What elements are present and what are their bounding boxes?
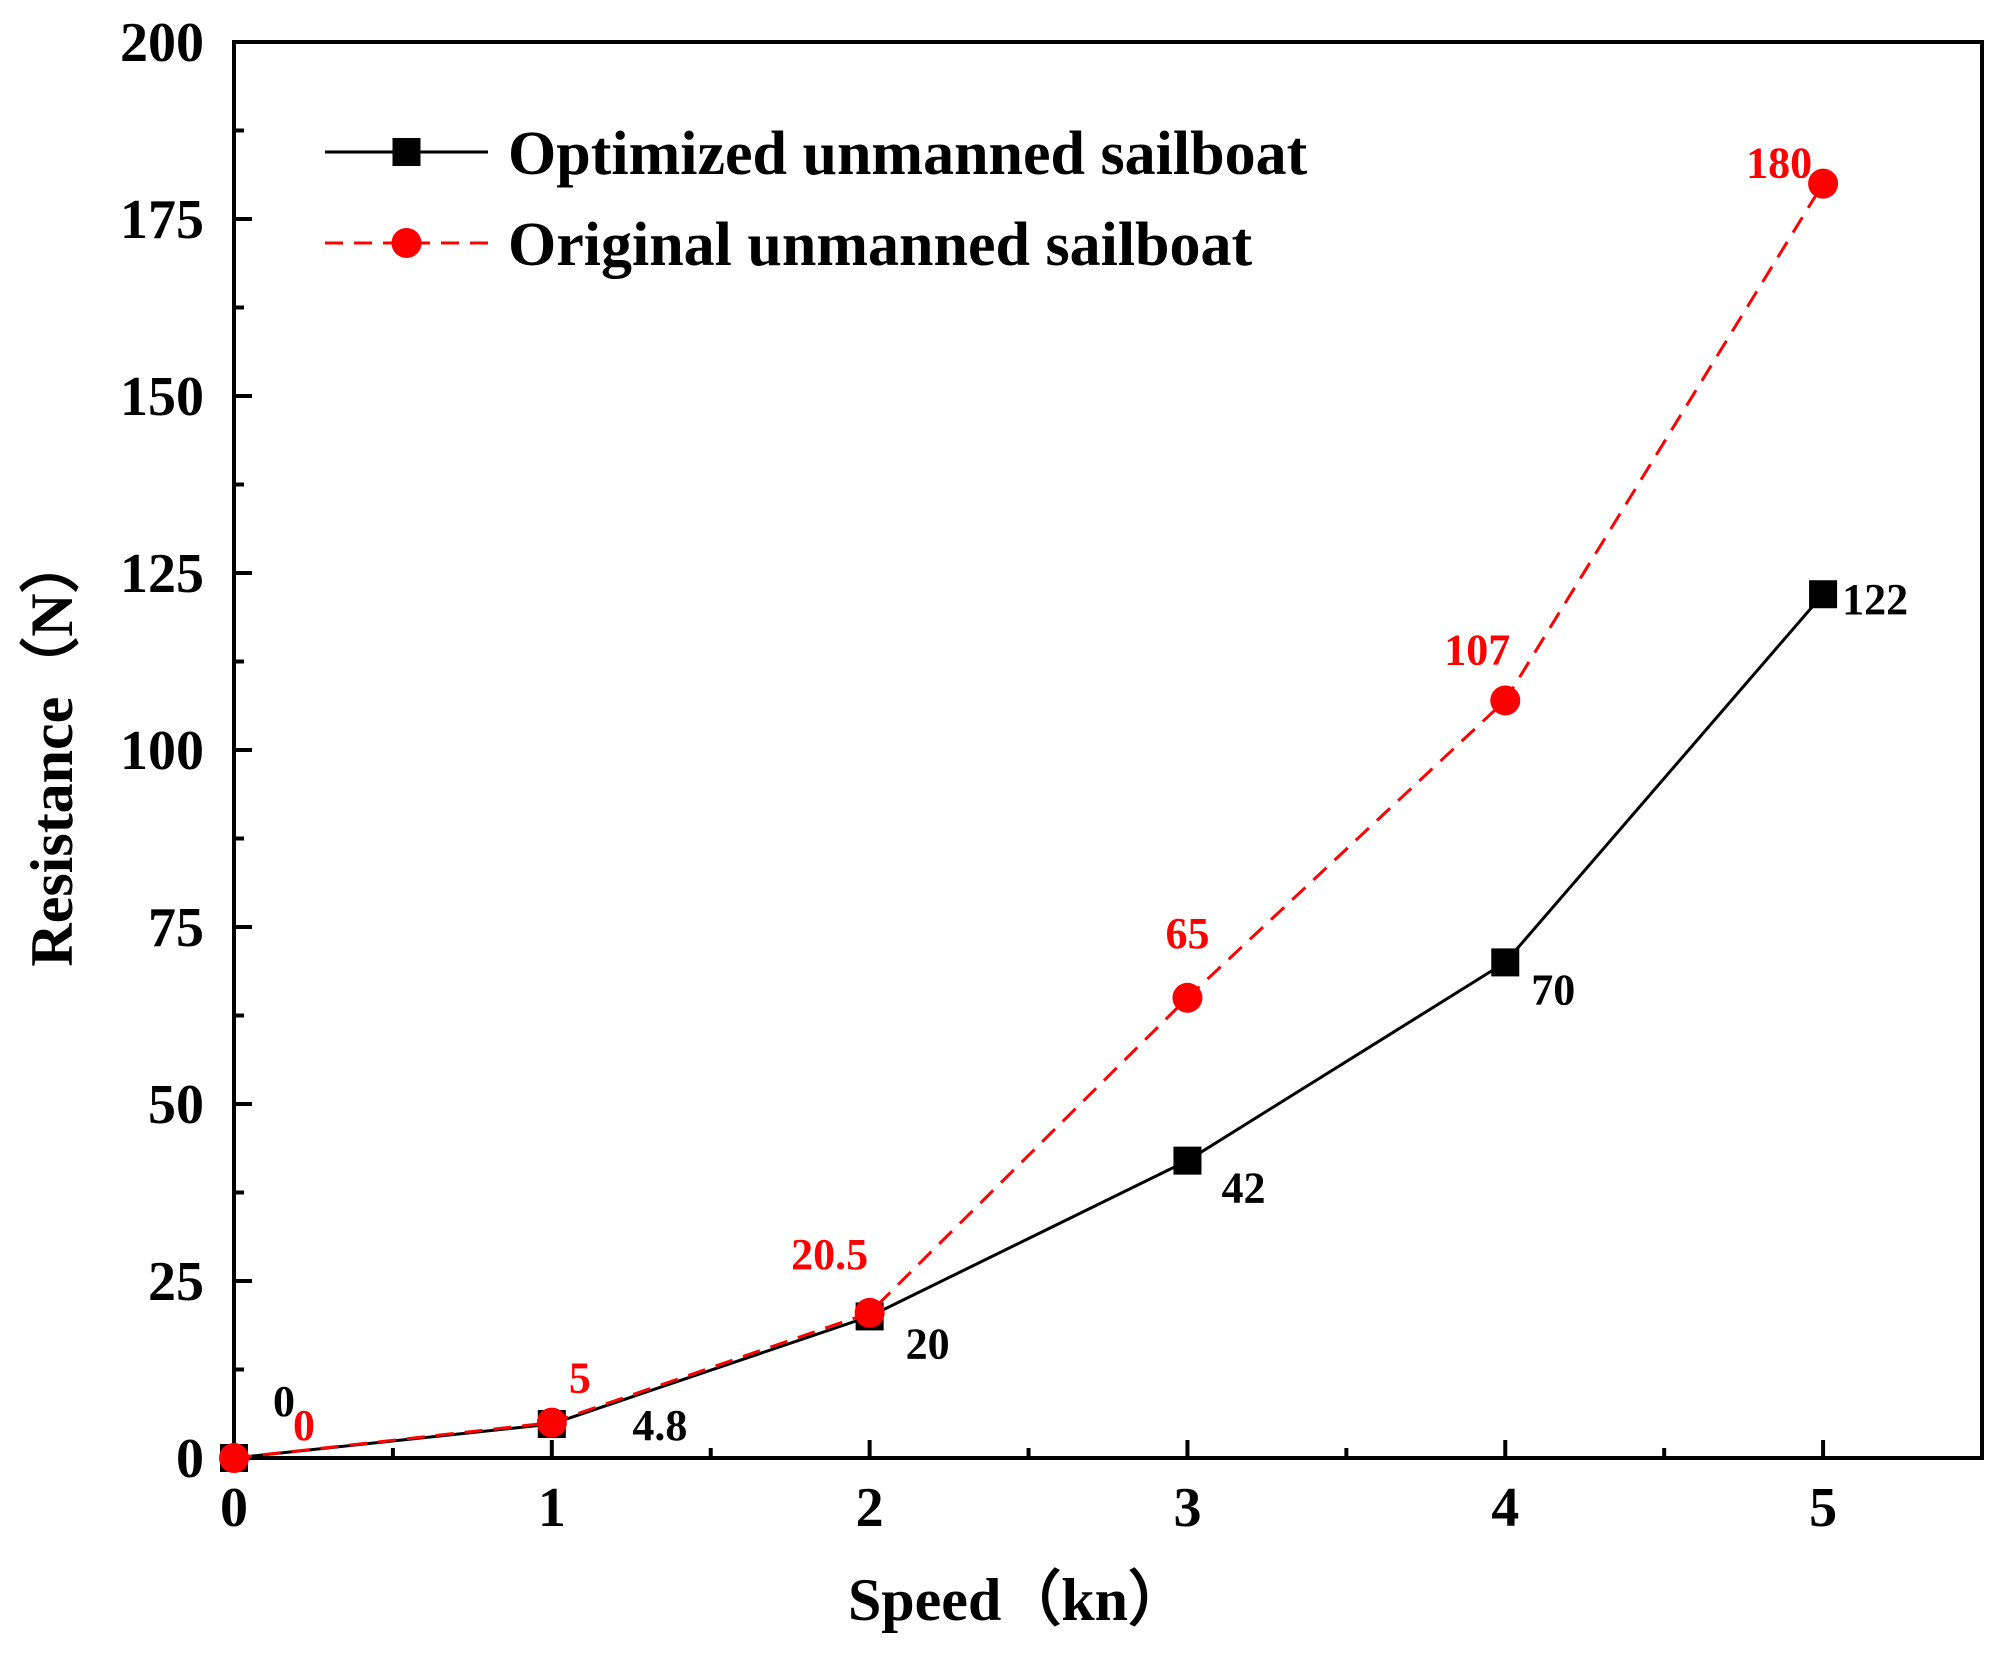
data-label-original: 5 [569, 1354, 591, 1403]
data-label-original: 20.5 [791, 1230, 868, 1279]
legend-marker-optimized [392, 138, 421, 166]
y-tick-label: 25 [148, 1251, 204, 1313]
series-original [219, 168, 1839, 1473]
point-optimized [1491, 948, 1520, 977]
point-original [536, 1407, 567, 1438]
legend: Optimized unmanned sailboat Original unm… [325, 120, 1308, 279]
y-axis-title: Resistance（N） [18, 533, 85, 966]
data-label-original: 65 [1165, 909, 1209, 958]
point-original [854, 1297, 885, 1328]
data-label-optimized: 0 [273, 1377, 295, 1426]
series-optimized [220, 580, 1838, 1472]
legend-entry-optimized: Optimized unmanned sailboat [325, 120, 1308, 188]
y-tick-label: 150 [120, 366, 204, 428]
legend-label-optimized: Optimized unmanned sailboat [508, 120, 1308, 188]
series-line-original [233, 182, 1825, 1460]
point-original [1172, 982, 1203, 1013]
x-axis-title: Speed（kn） [848, 1566, 1188, 1633]
series [219, 168, 1839, 1473]
data-label-optimized: 70 [1531, 965, 1575, 1014]
legend-marker-original [391, 228, 422, 258]
data-label-optimized: 20 [906, 1319, 950, 1368]
point-optimized [1173, 1146, 1202, 1175]
x-tick-label: 4 [1491, 1477, 1519, 1539]
y-tick-label: 175 [120, 189, 204, 251]
y-tick-label: 200 [120, 12, 204, 74]
legend-label-original: Original unmanned sailboat [508, 211, 1253, 279]
data-label-optimized: 122 [1842, 575, 1908, 624]
y-tick-label: 0 [176, 1428, 204, 1490]
legend-entry-original: Original unmanned sailboat [325, 211, 1253, 279]
data-label-optimized: 4.8 [632, 1401, 687, 1450]
point-original [1490, 685, 1521, 716]
point-optimized [1809, 580, 1838, 609]
x-tick-label: 1 [538, 1477, 566, 1539]
series-line-optimized [233, 593, 1825, 1460]
point-original [219, 1443, 249, 1473]
x-tick-label: 5 [1809, 1477, 1837, 1539]
data-label-original: 180 [1746, 139, 1812, 188]
data-label-original: 107 [1444, 625, 1510, 674]
y-tick-label: 125 [120, 543, 204, 605]
x-tick-label: 0 [220, 1477, 248, 1539]
data-label-optimized: 42 [1221, 1164, 1265, 1213]
y-tick-label: 50 [148, 1074, 204, 1136]
x-tick-label: 3 [1173, 1477, 1201, 1539]
x-tick-label: 2 [856, 1477, 884, 1539]
point-original [1808, 168, 1839, 199]
data-label-original: 0 [293, 1401, 315, 1450]
y-tick-label: 75 [148, 897, 204, 959]
y-tick-label: 100 [120, 720, 204, 782]
data-labels: 0 4.8 20 42 70 122 0 5 20.5 65 107 180 [273, 139, 1908, 1450]
